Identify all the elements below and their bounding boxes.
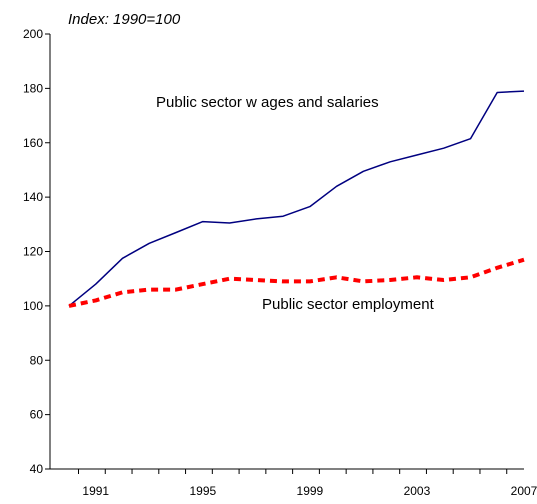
y-tick-label: 40 — [30, 462, 44, 476]
employment-series-label: Public sector employment — [262, 296, 435, 313]
wages-series-line — [68, 90, 525, 307]
y-tick-label: 120 — [23, 245, 43, 259]
y-tick-label: 180 — [23, 81, 43, 95]
x-axis: 1991 1995 1999 2003 2007 — [50, 468, 537, 498]
y-axis: 40 60 80 100 120 140 160 180 200 — [23, 27, 51, 476]
x-tick-label: 1999 — [297, 484, 324, 498]
y-tick-label: 80 — [30, 353, 44, 367]
y-tick-label: 60 — [30, 408, 44, 422]
x-tick-label: 2003 — [404, 484, 431, 498]
x-tick-label: 1991 — [82, 484, 109, 498]
unit-label: Index: 1990=100 — [68, 11, 181, 28]
y-tick-label: 200 — [23, 27, 43, 41]
x-tick-label: 2007 — [511, 484, 537, 498]
y-tick-label: 140 — [23, 190, 43, 204]
y-tick-label: 100 — [23, 299, 43, 313]
y-tick-label: 160 — [23, 136, 43, 150]
wages-series-label: Public sector w ages and salaries — [156, 94, 379, 111]
series-lines — [68, 90, 525, 308]
x-tick-label: 1995 — [189, 484, 216, 498]
employment-series-line — [68, 257, 525, 308]
